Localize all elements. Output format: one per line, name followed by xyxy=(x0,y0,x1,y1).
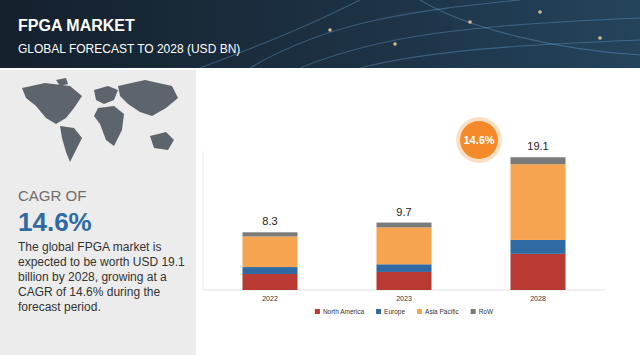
bar-segment xyxy=(377,264,432,272)
bar-segment xyxy=(243,274,298,290)
legend-label: Asia Pacific xyxy=(425,308,459,315)
legend: North America Europe Asia Pacific RoW xyxy=(315,308,494,316)
header-spark xyxy=(598,36,602,40)
legend-swatch xyxy=(315,309,320,314)
header-curve xyxy=(300,18,640,68)
legend-swatch xyxy=(471,309,476,314)
y-axis-line xyxy=(203,151,204,290)
annotation-text: 14.6% xyxy=(463,134,494,146)
header-curve xyxy=(250,0,520,68)
header-spark xyxy=(328,28,332,32)
world-map xyxy=(22,78,178,162)
cagr-label: CAGR OF xyxy=(18,187,86,204)
header-curve xyxy=(420,0,640,55)
cagr-value: 14.6% xyxy=(18,207,92,237)
continent xyxy=(60,126,82,162)
bars xyxy=(243,157,566,290)
legend-item: RoW xyxy=(471,308,494,315)
header-band xyxy=(0,0,640,68)
bar-segment xyxy=(243,267,298,274)
total-label: 19.1 xyxy=(527,140,548,152)
legend-label: North America xyxy=(323,308,365,315)
title: FPGA MARKET xyxy=(18,17,135,34)
bar-segment xyxy=(511,157,566,164)
bar-segment xyxy=(511,254,566,290)
header-spark xyxy=(393,42,397,46)
continent xyxy=(56,78,68,86)
bar-segment xyxy=(243,236,298,267)
bar-segment xyxy=(377,227,432,264)
category-label: 2028 xyxy=(530,295,546,302)
continent xyxy=(118,80,178,116)
annotation-circle xyxy=(460,121,498,159)
subtitle: GLOBAL FORECAST TO 2028 (USD BN) xyxy=(18,42,240,56)
legend-item: Europe xyxy=(376,308,405,316)
description: The global FPGA market is expected to be… xyxy=(18,240,198,315)
legend-item: North America xyxy=(315,308,365,315)
header-spark xyxy=(538,10,542,14)
continent xyxy=(22,83,82,124)
page: {"chart_data": {"type": "bar", "stacked"… xyxy=(0,0,640,355)
category-label: 2023 xyxy=(396,295,412,302)
bar-segment xyxy=(377,223,432,228)
legend-label: RoW xyxy=(479,308,494,315)
legend-label: Europe xyxy=(384,308,405,316)
header-curve xyxy=(200,0,360,68)
continent xyxy=(150,132,174,150)
bar-segment xyxy=(511,164,566,240)
header-curve xyxy=(360,40,640,68)
bar-segment xyxy=(511,240,566,254)
continent xyxy=(94,86,118,104)
legend-swatch xyxy=(376,309,381,314)
header-spark xyxy=(468,20,472,24)
annotation-halo xyxy=(456,117,502,163)
legend-item: Asia Pacific xyxy=(417,308,459,315)
continent xyxy=(94,106,124,146)
legend-swatch xyxy=(417,309,422,314)
category-label: 2022 xyxy=(262,295,278,302)
bar-segment xyxy=(377,272,432,290)
total-label: 9.7 xyxy=(396,206,411,218)
bar-segment xyxy=(243,232,298,236)
total-label: 8.3 xyxy=(262,215,277,227)
